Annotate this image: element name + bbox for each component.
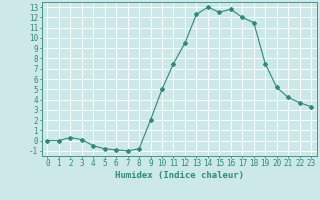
X-axis label: Humidex (Indice chaleur): Humidex (Indice chaleur): [115, 171, 244, 180]
